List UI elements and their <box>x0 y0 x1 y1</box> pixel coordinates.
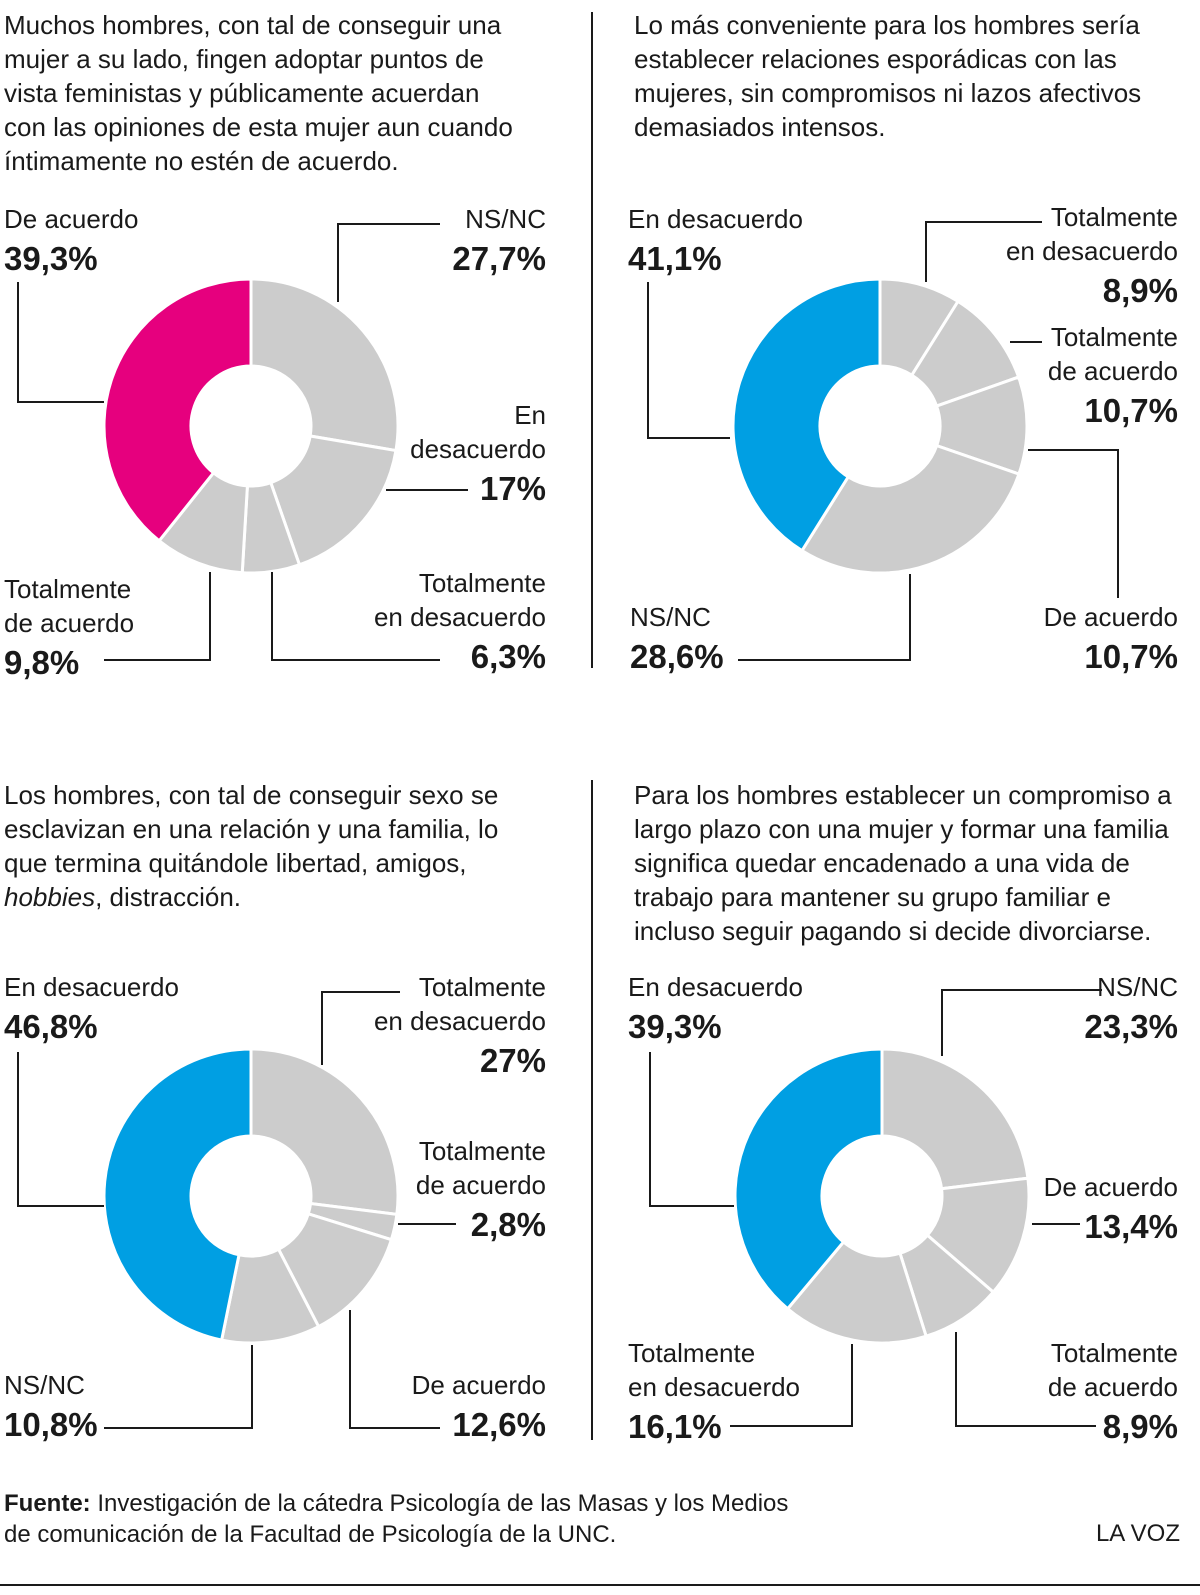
chart-panel-1: Muchos hombres, con tal de conseguir una… <box>0 0 600 760</box>
donut-chart-3: Totalmente en desacuerdo 27% Totalmente de a… <box>4 972 546 1443</box>
slice-label-totalmente-de-acuerdo: de acuerdo <box>1048 356 1178 386</box>
slice-totalmente-en-desacuerdo <box>249 1047 400 1217</box>
slice-en-desacuerdo <box>733 1047 884 1311</box>
slice-label-totalmente-en-desacuerdo: Totalmente <box>1051 202 1178 232</box>
column-divider <box>591 12 593 668</box>
slice-totalmente-en-desacuerdo <box>785 1239 929 1345</box>
leader-line-ns-nc <box>337 223 440 302</box>
slice-label-en-desacuerdo: En desacuerdo <box>628 972 803 1002</box>
column-divider <box>591 780 593 1440</box>
leader-line-ns-nc <box>738 574 911 661</box>
slice-label-totalmente-de-acuerdo: de acuerdo <box>416 1170 546 1200</box>
slice-value-totalmente-en-desacuerdo: 8,9% <box>1103 272 1178 309</box>
slice-en-desacuerdo <box>731 277 882 553</box>
slice-label-en-desacuerdo: En desacuerdo <box>4 972 179 1002</box>
donut-chart-2: Totalmente en desacuerdo 8,9% Totalmente de … <box>628 202 1178 675</box>
slice-value-totalmente-de-acuerdo: 9,8% <box>4 644 79 681</box>
question-text: Para los hombres establecer un compromis… <box>634 780 1172 946</box>
slice-label-de-acuerdo: De acuerdo <box>1044 602 1178 632</box>
leader-line-ns-nc <box>941 989 1102 1056</box>
leader-line-en-desacuerdo <box>17 1052 104 1207</box>
slice-label-ns-nc: NS/NC <box>4 1370 85 1400</box>
slice-value-totalmente-de-acuerdo: 8,9% <box>1103 1408 1178 1445</box>
slice-label-totalmente-de-acuerdo: Totalmente <box>4 574 131 604</box>
slice-ns-nc <box>249 277 400 453</box>
slice-label-en-desacuerdo: desacuerdo <box>410 434 546 464</box>
slice-label-totalmente-en-desacuerdo: Totalmente <box>628 1338 755 1368</box>
slice-value-totalmente-en-desacuerdo: 16,1% <box>628 1408 722 1445</box>
donut-chart-1: NS/NC 27,7% En desacuerdo 17% Totalmente en de… <box>4 204 546 681</box>
slice-label-de-acuerdo: De acuerdo <box>1044 1172 1178 1202</box>
slice-value-de-acuerdo: 10,7% <box>1084 638 1178 675</box>
slice-label-totalmente-en-desacuerdo: en desacuerdo <box>628 1372 800 1402</box>
brand-logo: LA VOZ <box>1095 1520 1180 1547</box>
leader-line-ns-nc <box>104 1345 253 1429</box>
slice-label-totalmente-en-desacuerdo: en desacuerdo <box>1006 236 1178 266</box>
slice-value-ns-nc: 27,7% <box>452 240 546 277</box>
slice-label-totalmente-en-desacuerdo: en desacuerdo <box>374 602 546 632</box>
leader-line-de-acuerdo <box>1028 449 1119 598</box>
leader-line-en-desacuerdo <box>647 282 730 439</box>
slice-label-totalmente-de-acuerdo: de acuerdo <box>1048 1372 1178 1402</box>
source-label: Fuente: <box>4 1490 91 1517</box>
slice-value-en-desacuerdo: 39,3% <box>628 1008 722 1045</box>
question-text: Los hombres, con tal de conseguir sexo s… <box>4 780 499 912</box>
leader-line-totalmente-de-acuerdo <box>104 572 211 661</box>
slice-en-desacuerdo <box>268 434 398 567</box>
slice-value-totalmente-de-acuerdo: 10,7% <box>1084 392 1178 429</box>
leader-line-totalmente-en-desacuerdo <box>321 991 400 1065</box>
chart-panel-2: Lo más conveniente para los hombres serí… <box>600 0 1200 760</box>
slice-label-totalmente-en-desacuerdo: Totalmente <box>419 568 546 598</box>
slice-ns-nc <box>880 1047 1030 1191</box>
slice-label-de-acuerdo: De acuerdo <box>412 1370 546 1400</box>
slice-value-de-acuerdo: 39,3% <box>4 240 98 277</box>
bottom-rule <box>0 1584 1200 1586</box>
slice-value-totalmente-en-desacuerdo: 6,3% <box>471 638 546 675</box>
slice-label-totalmente-en-desacuerdo: en desacuerdo <box>374 1006 546 1036</box>
slice-label-ns-nc: NS/NC <box>630 602 711 632</box>
source-note: Fuente: Investigación de la cátedra Psic… <box>4 1488 804 1550</box>
leader-line-de-acuerdo <box>17 282 104 403</box>
source-text: Investigación de la cátedra Psicología d… <box>4 1490 789 1548</box>
slice-label-en-desacuerdo: En desacuerdo <box>628 204 803 234</box>
slice-label-totalmente-de-acuerdo: de acuerdo <box>4 608 134 638</box>
donut-chart-4: NS/NC 23,3% De acuerdo 13,4% Totalmente de ac… <box>628 972 1178 1445</box>
slice-value-en-desacuerdo: 17% <box>480 470 546 507</box>
slice-label-ns-nc: NS/NC <box>1097 972 1178 1002</box>
slice-value-totalmente-en-desacuerdo: 27% <box>480 1042 546 1079</box>
leader-line-totalmente-en-desacuerdo <box>730 1344 853 1427</box>
leader-line-de-acuerdo <box>349 1310 440 1429</box>
slice-label-totalmente-en-desacuerdo: Totalmente <box>419 972 546 1002</box>
slice-label-en-desacuerdo: En <box>514 400 546 430</box>
slice-de-acuerdo <box>102 277 253 543</box>
slice-value-de-acuerdo: 13,4% <box>1084 1208 1178 1245</box>
slice-value-en-desacuerdo: 41,1% <box>628 240 722 277</box>
slice-ns-nc <box>799 443 1021 575</box>
question-text: Muchos hombres, con tal de conseguir una… <box>4 10 513 176</box>
slice-en-desacuerdo <box>102 1047 253 1342</box>
slice-value-en-desacuerdo: 46,8% <box>4 1008 98 1045</box>
slice-value-de-acuerdo: 12,6% <box>452 1406 546 1443</box>
slice-value-totalmente-de-acuerdo: 2,8% <box>471 1206 546 1243</box>
slice-label-totalmente-de-acuerdo: Totalmente <box>1051 322 1178 352</box>
slice-label-totalmente-de-acuerdo: Totalmente <box>419 1136 546 1166</box>
slice-value-ns-nc: 10,8% <box>4 1406 98 1443</box>
chart-panel-3: Los hombres, con tal de conseguir sexo s… <box>0 770 600 1530</box>
leader-line-totalmente-de-acuerdo <box>955 1332 1096 1427</box>
question-text: Lo más conveniente para los hombres serí… <box>634 10 1142 142</box>
chart-panel-4: Para los hombres establecer un compromis… <box>600 770 1200 1530</box>
slice-label-de-acuerdo: De acuerdo <box>4 204 138 234</box>
slice-de-acuerdo <box>925 1176 1031 1295</box>
leader-line-totalmente-en-desacuerdo <box>271 572 440 661</box>
slice-value-ns-nc: 28,6% <box>630 638 724 675</box>
slice-value-ns-nc: 23,3% <box>1084 1008 1178 1045</box>
leader-line-en-desacuerdo <box>649 1052 734 1207</box>
slice-label-totalmente-de-acuerdo: Totalmente <box>1051 1338 1178 1368</box>
slice-label-ns-nc: NS/NC <box>465 204 546 234</box>
leader-line-totalmente-en-desacuerdo <box>925 221 1042 282</box>
